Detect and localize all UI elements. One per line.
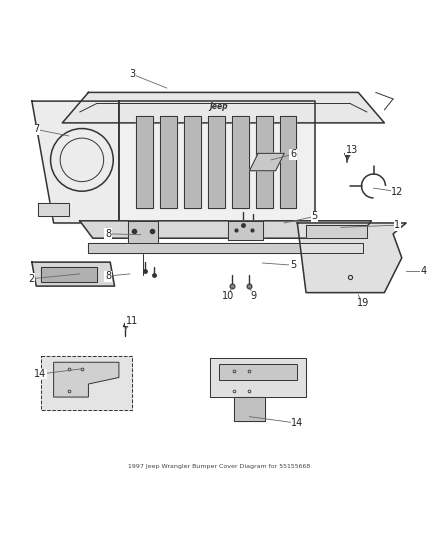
- Polygon shape: [306, 225, 367, 238]
- Polygon shape: [232, 116, 249, 208]
- Polygon shape: [228, 221, 262, 240]
- Polygon shape: [80, 221, 371, 238]
- Polygon shape: [62, 92, 385, 123]
- Polygon shape: [160, 116, 177, 208]
- Polygon shape: [88, 243, 363, 254]
- Polygon shape: [234, 397, 265, 421]
- Polygon shape: [39, 204, 69, 216]
- Text: 1: 1: [394, 220, 400, 230]
- Polygon shape: [297, 223, 406, 293]
- Text: Jeep: Jeep: [210, 102, 228, 111]
- Polygon shape: [250, 154, 284, 171]
- Polygon shape: [32, 262, 115, 286]
- Polygon shape: [210, 358, 306, 397]
- Text: 3: 3: [129, 69, 135, 79]
- Text: 14: 14: [35, 369, 47, 379]
- Text: 19: 19: [357, 298, 369, 309]
- Polygon shape: [256, 116, 272, 208]
- Text: 5: 5: [311, 212, 318, 221]
- Polygon shape: [53, 362, 119, 397]
- Text: 4: 4: [420, 266, 427, 276]
- Polygon shape: [41, 266, 97, 282]
- Polygon shape: [41, 356, 132, 410]
- Polygon shape: [32, 101, 119, 223]
- Text: 13: 13: [346, 145, 358, 155]
- Text: 10: 10: [222, 291, 234, 301]
- Polygon shape: [219, 365, 297, 379]
- Polygon shape: [208, 116, 225, 208]
- Text: 8: 8: [105, 229, 111, 239]
- Text: 8: 8: [105, 271, 111, 281]
- Text: 12: 12: [391, 187, 404, 197]
- Text: 7: 7: [33, 124, 39, 134]
- Text: 6: 6: [290, 149, 296, 159]
- Polygon shape: [127, 221, 158, 243]
- Polygon shape: [280, 116, 297, 208]
- Polygon shape: [136, 116, 153, 208]
- Polygon shape: [119, 101, 315, 223]
- Text: 14: 14: [291, 418, 304, 428]
- Text: 5: 5: [290, 260, 296, 270]
- Text: 1997 Jeep Wrangler Bumper Cover Diagram for 55155668: 1997 Jeep Wrangler Bumper Cover Diagram …: [128, 464, 310, 469]
- Text: 2: 2: [29, 273, 35, 284]
- Text: 9: 9: [251, 291, 257, 301]
- Text: 11: 11: [126, 316, 138, 326]
- Polygon shape: [184, 116, 201, 208]
